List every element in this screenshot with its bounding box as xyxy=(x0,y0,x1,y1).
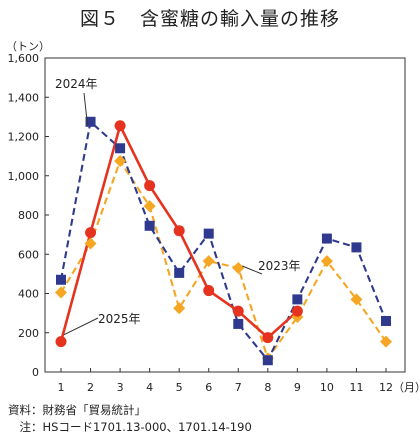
x-tick-label: 12 xyxy=(379,381,393,394)
data-point-square xyxy=(56,274,66,285)
data-point-circle xyxy=(55,336,67,348)
notes: 資料：財務省「貿易統計」 注：HSコード1701.13-000、1701.14-… xyxy=(8,402,252,436)
data-point-diamond xyxy=(143,200,156,213)
x-axis-unit: （月） xyxy=(393,381,420,394)
y-tick-label: 1,000 xyxy=(8,170,40,183)
series-label: 2025年 xyxy=(98,312,141,326)
x-tick-label: 5 xyxy=(176,381,183,394)
data-point-circle xyxy=(114,120,126,132)
data-point-square xyxy=(321,233,332,244)
data-point-diamond xyxy=(232,261,245,274)
data-point-diamond xyxy=(380,335,392,348)
data-point-circle xyxy=(291,305,303,317)
data-point-square xyxy=(292,294,303,305)
data-point-square xyxy=(381,315,391,326)
data-point-circle xyxy=(144,180,156,192)
chart-title: 図５ 含蜜糖の輸入量の推移 xyxy=(79,8,340,30)
y-ticks: 0 200 400 600 800 1,000 1,200 1,400 1,600 xyxy=(8,52,49,379)
y-tick-label: 1,600 xyxy=(8,52,40,65)
leader-line xyxy=(242,265,263,275)
x-tick-label: 4 xyxy=(146,381,153,394)
x-tick-label: 2 xyxy=(87,381,94,394)
data-point-circle xyxy=(85,227,97,239)
y-tick-label: 800 xyxy=(18,209,39,222)
data-point-diamond xyxy=(350,293,363,306)
y-tick-label: 1,200 xyxy=(8,131,40,144)
data-point-square xyxy=(85,116,96,127)
data-point-circle xyxy=(232,305,244,317)
y-tick-label: 1,400 xyxy=(8,91,40,104)
series-label: 2023年 xyxy=(258,259,301,273)
x-tick-label: 10 xyxy=(320,381,334,394)
x-tick-label: 1 xyxy=(58,381,65,394)
x-tick-label: 9 xyxy=(294,381,301,394)
y-tick-label: 0 xyxy=(32,366,39,379)
x-tick-label: 8 xyxy=(264,381,271,394)
data-point-square xyxy=(233,318,244,329)
data-point-square xyxy=(174,267,185,278)
data-point-diamond xyxy=(320,255,333,268)
hs-code-note: 注：HSコード1701.13-000、1701.14-190 xyxy=(8,420,252,434)
data-point-diamond xyxy=(55,286,67,299)
x-tick-label: 7 xyxy=(235,381,242,394)
data-point-diamond xyxy=(173,302,186,315)
data-point-square xyxy=(203,228,214,239)
data-point-circle xyxy=(203,285,215,297)
y-tick-label: 200 xyxy=(18,327,39,340)
leader-line xyxy=(83,92,89,126)
data-point-square xyxy=(115,143,126,154)
source-note: 資料：財務省「貿易統計」 xyxy=(8,403,146,417)
x-tick-label: 6 xyxy=(205,381,212,394)
y-tick-label: 600 xyxy=(18,248,39,261)
series-markers xyxy=(55,116,392,366)
x-tick-label: 3 xyxy=(117,381,124,394)
x-tick-label: 11 xyxy=(349,381,363,394)
data-point-diamond xyxy=(114,155,127,168)
data-point-diamond xyxy=(202,255,215,268)
data-point-square xyxy=(144,220,155,231)
leader-line xyxy=(63,317,99,336)
data-point-diamond xyxy=(84,237,97,250)
series-line xyxy=(60,159,387,360)
data-point-circle xyxy=(173,225,185,237)
series-annotations: 2024年 2023年 2025年 xyxy=(55,77,301,336)
data-point-circle xyxy=(262,332,274,344)
series-label: 2024年 xyxy=(55,77,98,91)
y-tick-label: 400 xyxy=(18,288,39,301)
y-axis-unit: （トン） xyxy=(6,40,50,53)
data-point-square xyxy=(262,355,273,366)
data-point-square xyxy=(351,242,362,253)
